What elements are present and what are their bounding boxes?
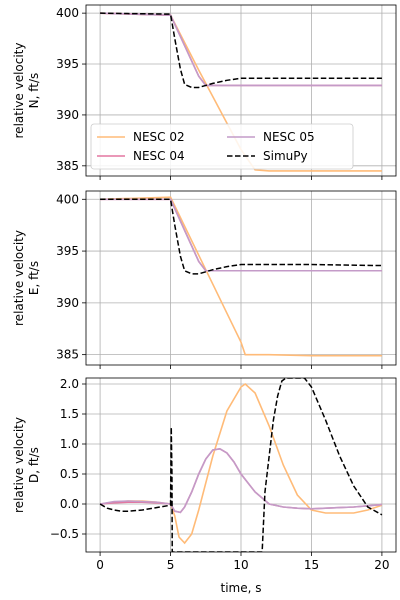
x-axis-label: time, s — [221, 581, 262, 595]
y-tick-label: 0.0 — [60, 497, 79, 511]
y-axis-label: relative velocity — [12, 417, 26, 513]
y-tick-label: 395 — [56, 57, 79, 71]
y-tick-label: 385 — [56, 159, 79, 173]
legend-label: NESC 05 — [263, 130, 315, 144]
y-axis-label: N, ft/s — [27, 73, 41, 109]
legend-label: SimuPy — [263, 149, 308, 163]
y-tick-label: 400 — [56, 6, 79, 20]
x-tick-label: 0 — [96, 558, 104, 572]
y-axis-label: D, ft/s — [27, 447, 41, 483]
y-tick-label: 2.0 — [60, 377, 79, 391]
y-axis-label: relative velocity — [12, 230, 26, 326]
panel-3: −0.5 0.0 0.5 1.0 1.5 2.0 0 5 10 15 20 relative velo… — [12, 377, 397, 572]
y-tick-label: 1.0 — [60, 437, 79, 451]
y-tick-label: 385 — [56, 348, 79, 362]
series-line-nesc-05 — [100, 12, 382, 87]
y-tick-label: 395 — [56, 244, 79, 258]
legend-box — [90, 123, 354, 170]
y-tick-label: −0.5 — [50, 527, 79, 541]
y-tick-label: 390 — [56, 108, 79, 122]
series-line-simupy — [100, 198, 382, 275]
series-line-nesc-05 — [99, 447, 382, 514]
y-axis-label: E, ft/s — [27, 261, 41, 295]
x-tick-label: 5 — [167, 558, 175, 572]
y-axis-label: relative velocity — [12, 43, 26, 139]
y-tick-label: 1.5 — [60, 407, 79, 421]
x-tick-label: 20 — [374, 558, 389, 572]
legend-label: NESC 04 — [133, 149, 185, 163]
panel-2: 385 390 395 400 relative velocity E, ft/s — [12, 190, 397, 369]
y-tick-label: 0.5 — [60, 467, 79, 481]
x-tick-label: 10 — [233, 558, 248, 572]
panel-1: 385 390 395 400 relative velocity N, ft/s NESC… — [12, 4, 397, 180]
y-tick-label: 400 — [56, 192, 79, 206]
series-line-nesc-05 — [100, 198, 382, 272]
series-line-simupy — [100, 12, 382, 89]
legend: NESC 02 NESC 04 NESC 05 SimuPy — [90, 123, 354, 170]
x-tick-label: 15 — [304, 558, 319, 572]
legend-label: NESC 02 — [133, 130, 185, 144]
series-line-nesc-02 — [100, 12, 382, 172]
y-tick-label: 390 — [56, 296, 79, 310]
series-line-simupy — [99, 378, 383, 552]
series-line-nesc-02 — [100, 196, 382, 357]
